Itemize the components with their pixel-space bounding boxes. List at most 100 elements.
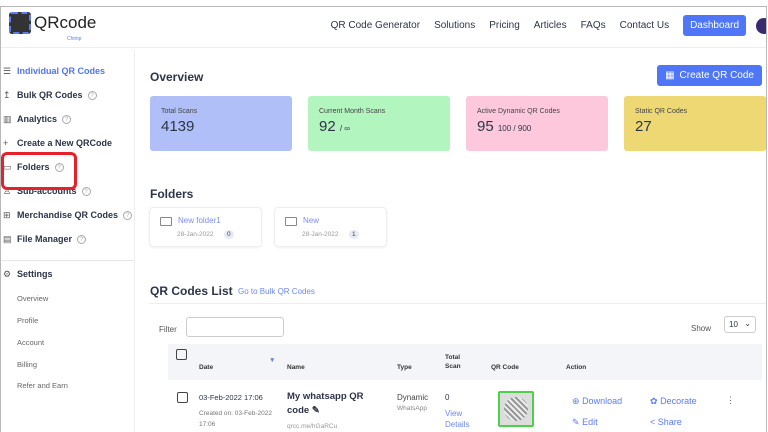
folder-card[interactable]: New folder1 28-Jan-2022 0 (149, 207, 262, 247)
sidebar-item-create-qrcode[interactable]: + Create a New QRCode (3, 138, 112, 149)
qr-codes-list-title: QR Codes List (150, 284, 233, 298)
nav-contact-us[interactable]: Contact Us (619, 20, 670, 31)
card-label: Static QR Codes (635, 108, 688, 115)
dashboard-button[interactable]: Dashboard (683, 15, 746, 36)
user-icon: ♙ (3, 186, 12, 196)
view-details-link[interactable]: View Details (445, 409, 470, 429)
avatar[interactable] (756, 17, 766, 34)
sidebar-item-label: Sub-accounts (17, 186, 77, 196)
row-checkbox[interactable] (177, 392, 188, 403)
more-options-icon[interactable]: ⋮ (726, 395, 735, 405)
edit-label: Edit (582, 417, 598, 427)
help-icon[interactable]: ? (77, 235, 87, 244)
show-label: Show (690, 324, 711, 333)
filter-label: Filter (159, 325, 177, 334)
card-extra: / ∞ (339, 124, 351, 133)
folder-count-badge: 1 (349, 230, 359, 239)
nav-qr-code-generator[interactable]: QR Code Generator (330, 20, 421, 31)
top-header: QRcode Chimp QR Code Generator Solutions… (1, 7, 766, 48)
sidebar-item-analytics[interactable]: ▥ Analytics? (3, 114, 72, 125)
sidebar-item-label: Analytics (17, 114, 58, 124)
column-type[interactable]: Type (397, 364, 412, 371)
nav-solutions[interactable]: Solutions (434, 20, 476, 31)
logo[interactable]: QRcode (9, 12, 96, 34)
bar-chart-icon: ▥ (3, 114, 12, 124)
column-qr-code[interactable]: QR Code (491, 364, 519, 371)
download-icon: ⊕ (572, 396, 580, 406)
sidebar-item-individual-qr-codes[interactable]: ☰ Individual QR Codes (3, 66, 105, 77)
column-total-scan[interactable]: Total Scan (445, 354, 461, 370)
folder-name[interactable]: New folder1 (178, 216, 221, 225)
create-qr-code-button[interactable]: ▦ Create QR Code (657, 65, 762, 86)
qr-code-thumbnail[interactable] (498, 391, 534, 427)
folder-date: 28-Jan-2022 (302, 231, 339, 238)
gift-icon: ⊞ (3, 210, 11, 220)
edit-button[interactable]: ✎ Edit (572, 417, 598, 428)
help-icon[interactable]: ? (123, 211, 133, 220)
qr-icon: ▦ (665, 70, 675, 81)
sidebar-item-label: Create a New QRCode (17, 138, 113, 148)
column-date[interactable]: Date (199, 364, 214, 371)
sidebar-item-bulk-qr-codes[interactable]: ↥ Bulk QR Codes? (3, 90, 97, 101)
folder-count-badge: 0 (224, 230, 234, 239)
chevron-down-icon: ⌄ (744, 319, 751, 328)
card-value: 95 (477, 118, 494, 135)
show-select[interactable]: 10 ⌄ (724, 316, 756, 333)
palette-icon: ✿ (650, 396, 658, 406)
highlight-box (1, 152, 77, 190)
sort-desc-icon[interactable]: ▼ (269, 357, 276, 364)
download-label: Download (582, 396, 623, 406)
row-type: Dynamic (397, 393, 429, 402)
top-nav: QR Code Generator Solutions Pricing Arti… (331, 15, 766, 36)
help-icon[interactable]: ? (54, 163, 64, 172)
help-icon[interactable]: ? (87, 91, 97, 100)
row-created: Created on: 03-Feb-2022 17:06 (199, 410, 272, 428)
bulk-qr-link[interactable]: Go to Bulk QR Codes (238, 287, 315, 296)
download-button[interactable]: ⊕ Download (572, 396, 622, 407)
nav-faqs[interactable]: FAQs (580, 20, 606, 31)
share-button[interactable]: < Share (650, 417, 682, 427)
folders-title: Folders (150, 187, 194, 201)
app-window: QRcode Chimp QR Code Generator Solutions… (0, 6, 767, 432)
filter-input[interactable] (186, 317, 284, 337)
pencil-icon: ✎ (572, 417, 580, 427)
sidebar: ☰ Individual QR Codes ↥ Bulk QR Codes? ▥ An… (1, 49, 135, 432)
folder-card[interactable]: New 28-Jan-2022 1 (274, 207, 387, 247)
pencil-icon[interactable]: ✎ (311, 405, 320, 416)
settings-account[interactable]: Account (17, 338, 45, 347)
show-value: 10 (729, 320, 738, 329)
sidebar-item-merchandise[interactable]: ⊞ Merchandise QR Codes? (3, 210, 133, 221)
select-all-checkbox[interactable] (176, 349, 187, 360)
column-action: Action (566, 364, 587, 371)
sidebar-item-sub-accounts[interactable]: ♙ Sub-accounts? (3, 186, 91, 197)
sidebar-item-settings[interactable]: ⚙ Settings (3, 269, 53, 280)
list-icon: ☰ (3, 66, 12, 76)
folder-date: 28-Jan-2022 (177, 231, 214, 238)
row-name[interactable]: My whatsapp QR code ✎ (287, 390, 372, 418)
column-name[interactable]: Name (287, 364, 305, 371)
table-header: Date ▼ Name Type Total Scan QR Code Acti… (168, 344, 762, 380)
nav-articles[interactable]: Articles (533, 20, 567, 31)
sidebar-item-label: Settings (17, 269, 53, 279)
settings-overview[interactable]: Overview (17, 294, 49, 303)
help-icon[interactable]: ? (62, 115, 72, 124)
row-subtype: WhatsApp (397, 405, 427, 412)
sidebar-item-folders[interactable]: ▭ Folders? (3, 162, 64, 173)
decorate-label: Decorate (660, 396, 697, 406)
decorate-button[interactable]: ✿ Decorate (650, 396, 697, 407)
sidebar-item-label: Merchandise QR Codes (17, 210, 119, 220)
overview-title: Overview (150, 70, 204, 84)
settings-profile[interactable]: Profile (17, 316, 39, 325)
logo-subtext: Chimp (67, 36, 82, 42)
sidebar-item-label: Individual QR Codes (17, 66, 106, 76)
sidebar-item-label: Bulk QR Codes (17, 90, 83, 100)
card-label: Active Dynamic QR Codes (477, 108, 560, 115)
help-icon[interactable]: ? (81, 187, 91, 196)
sidebar-item-file-manager[interactable]: ▤ File Manager? (3, 234, 87, 245)
share-icon: < (650, 417, 656, 427)
row-url[interactable]: qrcc.me/hGaRCu (287, 423, 338, 430)
nav-pricing[interactable]: Pricing (489, 20, 520, 31)
settings-refer-and-earn[interactable]: Refer and Earn (17, 381, 68, 390)
folder-name[interactable]: New (303, 216, 320, 225)
settings-billing[interactable]: Billing (17, 360, 38, 369)
